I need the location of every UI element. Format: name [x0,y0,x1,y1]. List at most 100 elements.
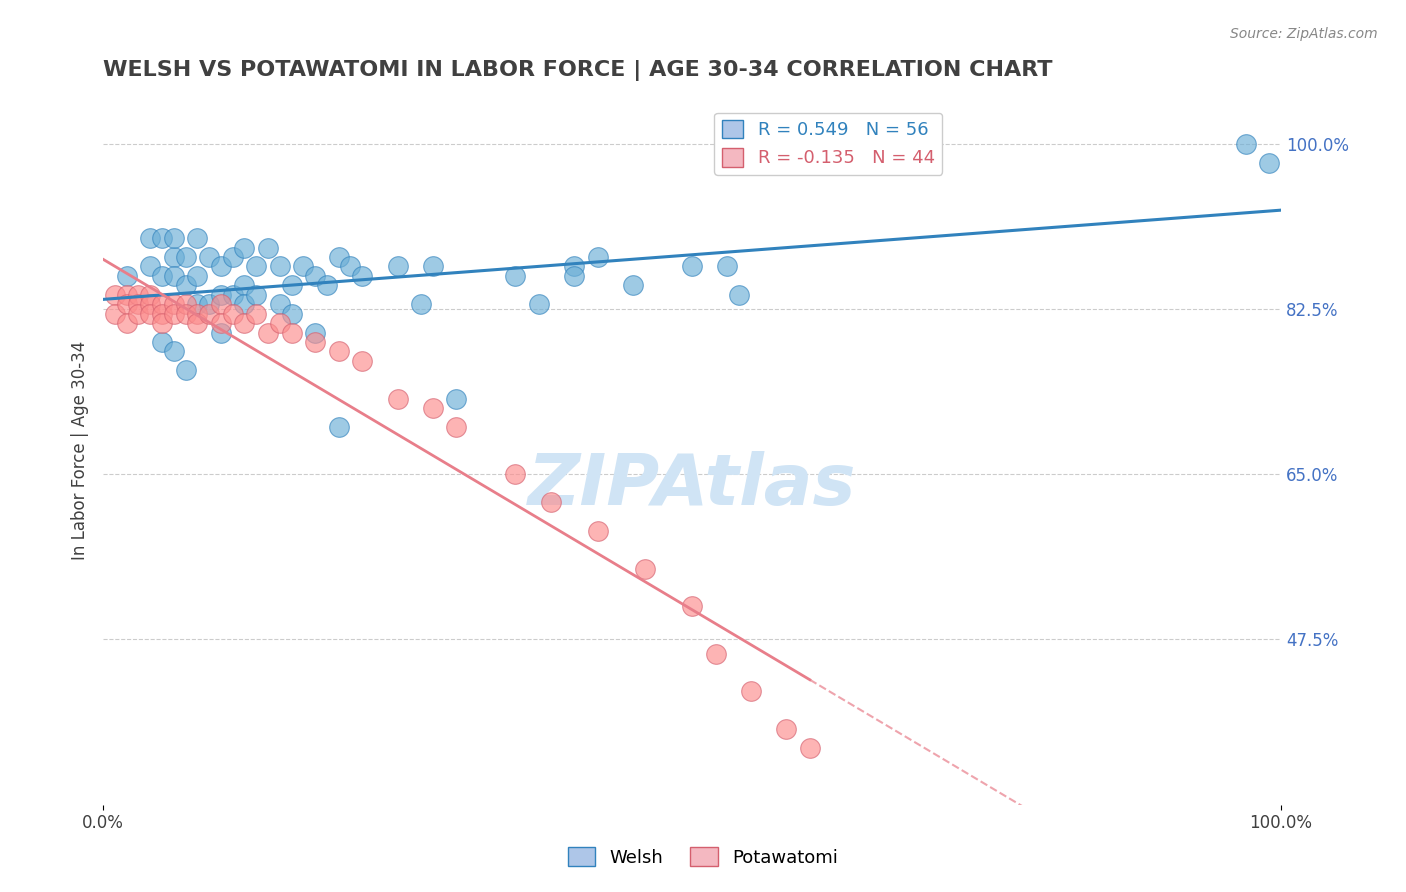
Point [422,401,444,415]
Point [174,278,197,293]
Text: WELSH VS POTAWATOMI IN LABOR FORCE | AGE 30-34 CORRELATION CHART: WELSH VS POTAWATOMI IN LABOR FORCE | AGE… [103,60,1053,80]
Point [209,326,232,340]
Text: ZIPAtlas: ZIPAtlas [527,451,856,520]
Point [316,278,339,293]
Point [174,363,197,377]
Text: Source: ZipAtlas.com: Source: ZipAtlas.com [1230,27,1378,41]
Point [127,297,149,311]
Point [446,420,468,434]
Point [186,316,208,330]
Point [198,250,221,264]
Point [505,268,527,283]
Point [221,287,243,301]
Point [115,316,138,330]
Point [150,297,173,311]
Point [411,297,433,311]
Point [233,316,256,330]
Point [127,287,149,301]
Point [716,260,738,274]
Point [163,297,186,311]
Point [257,326,280,340]
Point [186,297,208,311]
Point [681,260,703,274]
Point [562,260,585,274]
Point [150,316,173,330]
Point [799,741,821,756]
Point [634,561,657,575]
Point [269,316,291,330]
Point [186,307,208,321]
Point [104,287,127,301]
Point [422,260,444,274]
Point [186,268,208,283]
Point [586,524,609,538]
Point [174,297,197,311]
Point [681,599,703,614]
Legend: Welsh, Potawatomi: Welsh, Potawatomi [561,840,845,874]
Point [328,420,350,434]
Point [163,344,186,359]
Point [221,307,243,321]
Point [174,307,197,321]
Legend: R = 0.549   N = 56, R = -0.135   N = 44: R = 0.549 N = 56, R = -0.135 N = 44 [714,112,942,175]
Point [209,287,232,301]
Y-axis label: In Labor Force | Age 30-34: In Labor Force | Age 30-34 [72,341,89,560]
Point [280,326,302,340]
Point [139,260,162,274]
Point [257,240,280,254]
Point [304,268,326,283]
Point [269,297,291,311]
Point [115,297,138,311]
Point [104,307,127,321]
Point [304,326,326,340]
Point [163,268,186,283]
Point [740,684,762,698]
Point [209,316,232,330]
Point [292,260,315,274]
Point [139,231,162,245]
Point [233,278,256,293]
Point [150,334,173,349]
Point [540,495,562,509]
Point [562,268,585,283]
Point [198,297,221,311]
Point [150,231,173,245]
Point [233,297,256,311]
Point [586,250,609,264]
Point [704,647,727,661]
Point [209,297,232,311]
Point [527,297,550,311]
Point [209,260,232,274]
Point [1234,136,1257,151]
Point [115,287,138,301]
Point [115,268,138,283]
Point [127,307,149,321]
Point [304,334,326,349]
Point [221,250,243,264]
Point [352,268,374,283]
Point [269,260,291,274]
Point [328,344,350,359]
Point [233,240,256,254]
Point [150,307,173,321]
Point [186,231,208,245]
Point [446,392,468,406]
Point [387,260,409,274]
Point [1258,155,1281,169]
Point [198,307,221,321]
Point [339,260,361,274]
Point [139,287,162,301]
Point [280,307,302,321]
Point [728,287,751,301]
Point [174,250,197,264]
Point [621,278,644,293]
Point [163,231,186,245]
Point [387,392,409,406]
Point [163,250,186,264]
Point [245,307,267,321]
Point [352,354,374,368]
Point [328,250,350,264]
Point [150,268,173,283]
Point [163,307,186,321]
Point [775,722,797,736]
